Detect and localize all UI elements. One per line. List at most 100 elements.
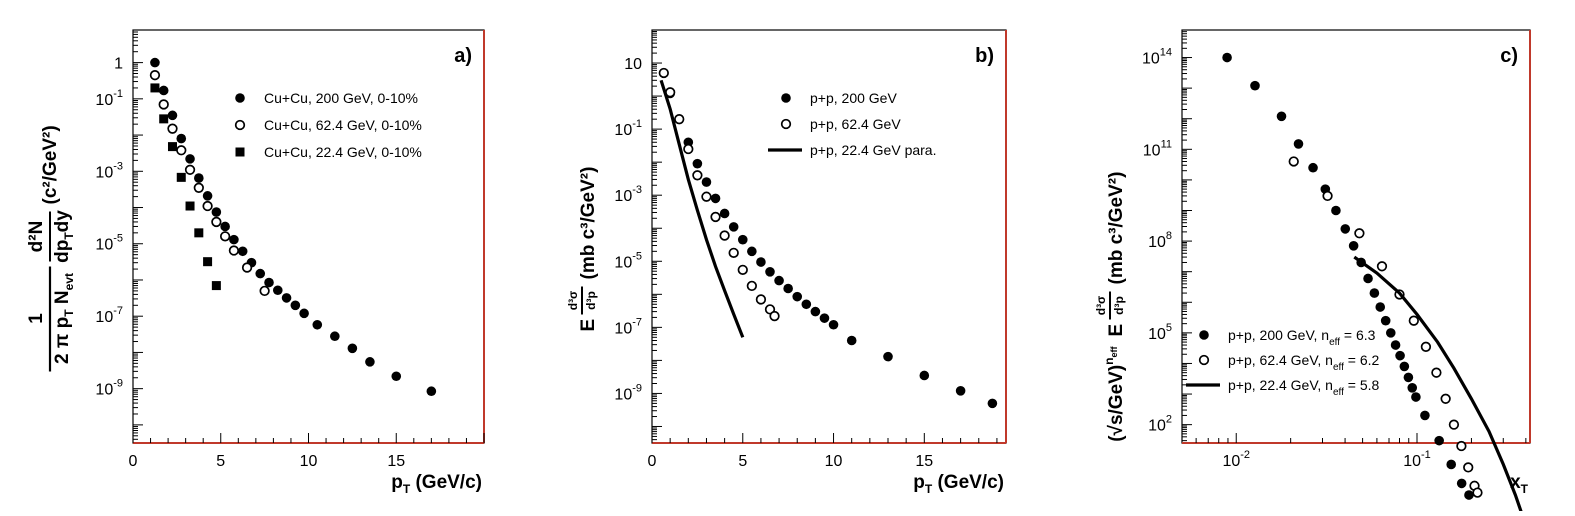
y-label-numerator: 1: [26, 313, 47, 324]
data-point-open-circle: [202, 200, 213, 212]
y-label-den-a-sub: T: [62, 309, 76, 317]
y-tick-label-exp: 2: [1166, 414, 1172, 426]
data-point-filled-circle: [1369, 288, 1380, 298]
data-point-open-circle: [1431, 367, 1442, 378]
y-tick-label-exp: -3: [632, 184, 642, 196]
x-tick-label-base: 15: [387, 453, 405, 470]
data-point-open-circle: [1463, 462, 1474, 473]
data-point-open-circle: [1456, 440, 1467, 452]
y-tick-label: 105: [1148, 322, 1172, 343]
y-tick-label: 10-5: [95, 233, 123, 254]
data-point-open-circle: [193, 182, 204, 193]
y-tick-label-exp: -5: [632, 250, 642, 262]
data-point-filled-square: [150, 83, 160, 93]
y-tick-label-exp: -7: [632, 316, 642, 328]
x-axis-label-main: p: [391, 472, 403, 493]
y-tick-label-exp: -7: [113, 305, 123, 317]
data-point-filled-square: [159, 114, 169, 124]
legend-label: p+p, 22.4 GeV para.: [810, 142, 936, 158]
legend-label-text: p+p, 22.4 GeV para.: [810, 142, 936, 158]
y-tick-label-base: 10: [95, 382, 113, 399]
legend-label-sub: eff: [1333, 362, 1344, 373]
y-tick-label-exp: -1: [113, 88, 123, 100]
y-tick-label-base: 10: [1148, 418, 1166, 435]
legend-marker-open-circle: [780, 118, 792, 130]
data-point-open-circle: [1376, 261, 1388, 272]
y-tick-label-exp: -5: [113, 233, 123, 245]
y-label-numerator: d³σ: [566, 291, 580, 311]
data-point-filled-circle: [756, 257, 766, 267]
y-tick-label-base: 10: [1143, 142, 1161, 159]
x-tick-label-base: 10: [300, 453, 318, 470]
data-point-filled-circle: [312, 319, 323, 330]
y-tick-label-exp: -1: [632, 118, 642, 130]
x-axis-label-sub: T: [925, 482, 933, 496]
y-tick-label-base: 10: [95, 164, 113, 181]
data-point-filled-circle: [1390, 340, 1401, 350]
data-point-open-circle: [158, 99, 169, 110]
data-point-filled-circle: [1348, 241, 1359, 251]
data-point-filled-circle: [237, 246, 248, 257]
x-tick-label: 10: [300, 453, 318, 470]
legend-label: p+p, 62.4 GeV: [810, 116, 901, 132]
data-point-open-circle: [211, 216, 222, 228]
y-tick-label-base: 10: [614, 386, 632, 403]
data-point-filled-circle: [330, 331, 340, 342]
series-1: [150, 57, 437, 397]
y-tick-label-base: 10: [95, 309, 113, 326]
y-tick-label-exp: -3: [113, 160, 123, 172]
legend-label-tail: = 6.3: [1340, 327, 1376, 343]
data-point-filled-circle: [426, 386, 437, 397]
data-point-filled-circle: [176, 133, 187, 144]
x-tick-label-base: 10: [1403, 453, 1421, 470]
y-tick-label: 10-9: [95, 378, 123, 399]
data-point-filled-circle: [1380, 315, 1391, 326]
data-point-open-circle: [219, 231, 231, 242]
legend-label: Cu+Cu, 200 GeV, 0-10%: [264, 90, 418, 106]
data-point-filled-square: [203, 257, 213, 267]
legend-label: p+p, 62.4 GeV, neff = 6.2: [1228, 352, 1380, 373]
legend-marker-filled-circle: [1199, 330, 1209, 340]
legend-label: Cu+Cu, 62.4 GeV, 0-10%: [264, 117, 422, 133]
x-tick-label: 5: [216, 453, 225, 470]
y-label-prefix-supsub: eff: [1109, 345, 1119, 357]
data-point-filled-circle: [792, 291, 803, 302]
data-point-open-circle: [184, 164, 196, 175]
y-tick-label: 10-5: [614, 250, 642, 271]
y-label-unit: (mb c³/GeV²): [1106, 172, 1127, 285]
data-point-open-circle: [1322, 190, 1333, 202]
data-point-filled-circle: [1293, 139, 1304, 149]
legend-label-text: Cu+Cu, 62.4 GeV, 0-10%: [264, 117, 422, 133]
data-point-filled-circle: [1250, 80, 1260, 91]
data-point-filled-circle: [883, 351, 893, 362]
x-tick-label: 10-1: [1403, 449, 1431, 470]
y-tick-label: 1011: [1143, 138, 1172, 159]
y-tick-label: 10-1: [614, 118, 642, 139]
data-point-filled-circle: [299, 308, 309, 319]
x-tick-label: 15: [915, 453, 933, 470]
data-point-filled-circle: [1395, 350, 1405, 361]
data-point-open-circle: [701, 191, 712, 202]
legend-label: p+p, 200 GeV, neff = 6.3: [1228, 327, 1376, 348]
data-point-filled-circle: [1399, 361, 1410, 372]
y-label-prefix-main: (√s/GeV): [1106, 365, 1127, 442]
y-tick-label-base: 10: [1142, 51, 1160, 68]
legend-marker-open-circle: [1198, 354, 1210, 366]
data-point-filled-square: [185, 201, 195, 211]
y-tick-label: 10-1: [95, 88, 123, 109]
y-tick-label-base: 1: [114, 56, 123, 73]
data-point-open-circle: [259, 285, 270, 297]
y-tick-label-exp: 14: [1160, 47, 1172, 59]
data-point-filled-square: [194, 228, 204, 238]
legend-label-text: p+p, 200 GeV: [810, 90, 897, 106]
legend-label: p+p, 22.4 GeV, neff = 5.8: [1228, 377, 1380, 398]
y-tick-label-base: 10: [95, 237, 113, 254]
y-tick-label-exp: -9: [632, 382, 642, 394]
y-tick-label: 108: [1148, 230, 1172, 251]
y-tick-label-base: 10: [1148, 234, 1166, 251]
